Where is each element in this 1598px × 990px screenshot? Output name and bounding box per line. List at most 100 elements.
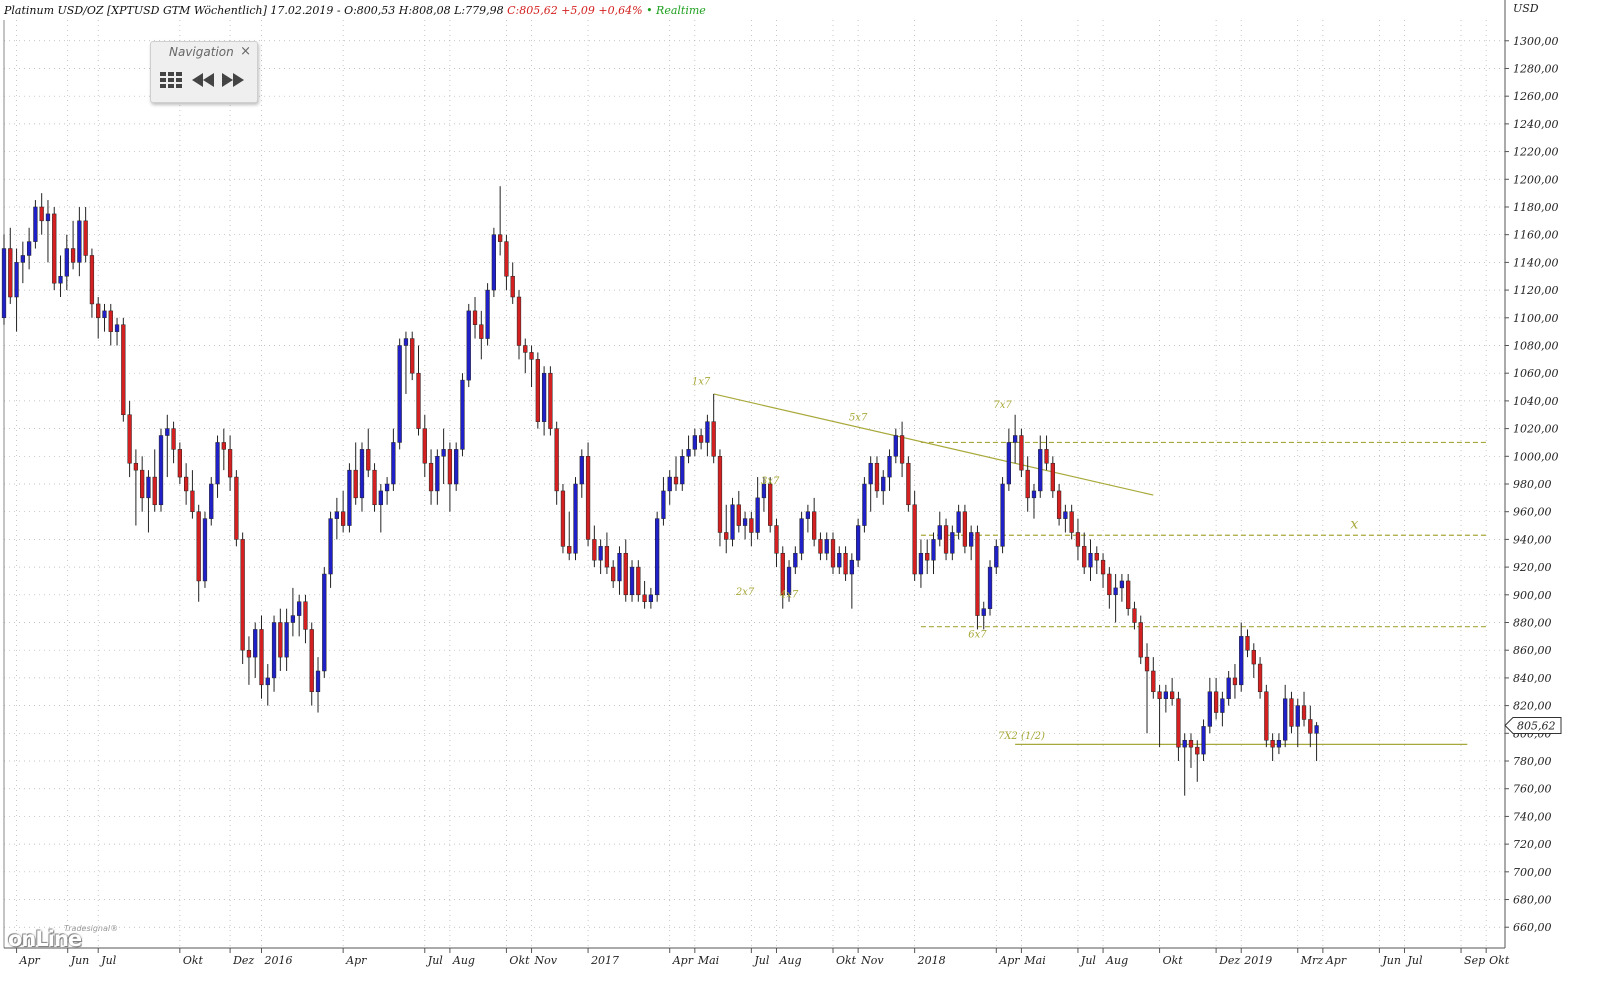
rewind-button[interactable] — [189, 68, 217, 92]
candle-body — [736, 504, 741, 526]
candle-body — [1188, 739, 1194, 748]
candle-down — [1056, 484, 1062, 526]
candle-up — [655, 511, 660, 602]
candle-body — [366, 449, 371, 471]
candle-body — [253, 629, 258, 658]
candle-body — [950, 532, 955, 554]
candle-body — [378, 490, 383, 506]
candle-up — [114, 317, 120, 346]
close-icon[interactable]: × — [240, 44, 251, 59]
candle-body — [648, 594, 654, 602]
candle-down — [108, 303, 113, 346]
y-tick-label: 1080,00 — [1513, 339, 1559, 352]
candle-body — [284, 622, 289, 658]
candle-body — [479, 324, 484, 339]
y-tick-label: 1140,00 — [1513, 256, 1559, 269]
candle-down — [510, 262, 515, 304]
fast-forward-button[interactable] — [219, 68, 247, 92]
candle-down — [749, 511, 754, 547]
candle-up — [20, 241, 25, 284]
y-tick-label: 1200,00 — [1513, 173, 1559, 186]
candle-down — [422, 414, 427, 478]
candle-body — [472, 310, 478, 325]
candle-down — [1025, 456, 1030, 512]
candle-up — [855, 518, 861, 568]
candle-body — [391, 442, 396, 485]
rewind-icon — [192, 73, 214, 87]
candlesticks — [1, 186, 1319, 796]
candle-up — [265, 664, 270, 706]
candle-body — [265, 677, 270, 686]
grid-menu-button[interactable] — [157, 68, 185, 92]
candle-down — [899, 421, 905, 478]
x-tick-label: Apr — [19, 954, 41, 967]
candle-body — [793, 553, 798, 568]
navigation-panel[interactable]: Navigation × — [150, 41, 258, 103]
candle-up — [384, 477, 390, 505]
candle-body — [183, 476, 189, 492]
candle-body — [881, 476, 886, 492]
candle-up — [617, 546, 622, 595]
candle-body — [498, 234, 503, 242]
y-tick-label: 1220,00 — [1513, 146, 1559, 159]
candle-body — [975, 532, 980, 616]
candle-down — [121, 317, 126, 422]
candle-down — [1151, 657, 1156, 699]
candle-down — [1107, 567, 1112, 609]
candle-body — [190, 490, 195, 512]
candle-body — [196, 511, 201, 582]
annotation-labels: 1x7 2x7 3x7 4x7 5x7 6x7 7x7 x 7X2 (1/2) — [692, 376, 1358, 742]
x-tick-label: Jul — [1079, 954, 1096, 967]
candle-body — [177, 449, 182, 478]
y-tick-label: 660,00 — [1513, 921, 1552, 934]
candle-body — [623, 553, 628, 596]
candle-down — [303, 594, 308, 644]
candle-down — [83, 206, 88, 263]
candle-body — [855, 525, 861, 561]
candle-body — [774, 525, 779, 554]
candle-down — [1170, 677, 1175, 706]
candle-down — [39, 193, 44, 235]
candle-body — [1151, 670, 1156, 693]
candle-up — [359, 442, 365, 512]
candle-down — [127, 400, 132, 478]
candle-body — [158, 435, 164, 506]
candle-body — [202, 518, 208, 582]
candle-up — [692, 428, 697, 457]
candle-up — [466, 303, 471, 388]
candle-body — [711, 421, 716, 457]
candle-body — [604, 546, 610, 568]
instrument-info: Platinum USD/OZ [XPTUSD GTM Wöchentlich]… — [4, 4, 504, 17]
candle-up — [165, 414, 170, 478]
x-tick-label: Dez — [1218, 954, 1240, 967]
candle-up — [1006, 428, 1011, 491]
candle-up — [937, 511, 942, 547]
candle-up — [1119, 574, 1125, 602]
candle-body — [1044, 449, 1049, 464]
candle-up — [315, 657, 321, 713]
candle-body — [799, 518, 804, 554]
candle-body — [372, 469, 377, 506]
candle-body — [843, 553, 848, 575]
candle-body — [215, 442, 220, 485]
candle-body — [1270, 739, 1275, 748]
candle-down — [240, 532, 245, 665]
candle-body — [987, 566, 993, 609]
candle-body — [1301, 705, 1307, 720]
candle-body — [830, 539, 836, 568]
logo-sub-text: Tradesignal® — [64, 924, 119, 933]
candle-down — [818, 532, 823, 561]
axes: 660,00 680,00 700,00 720,00 740,00 760,00 780,… — [3, 0, 1562, 967]
candle-body — [535, 359, 540, 422]
logo-main-text: onLine — [8, 927, 82, 951]
candle-up — [454, 442, 459, 491]
candle-down — [171, 421, 176, 464]
wave-label: 6x7 — [968, 630, 987, 641]
candle-body — [912, 504, 917, 575]
candle-down — [1019, 428, 1024, 478]
candle-body — [108, 310, 113, 332]
candle-up — [33, 200, 38, 249]
candle-body — [403, 338, 409, 346]
candle-up — [893, 428, 898, 464]
